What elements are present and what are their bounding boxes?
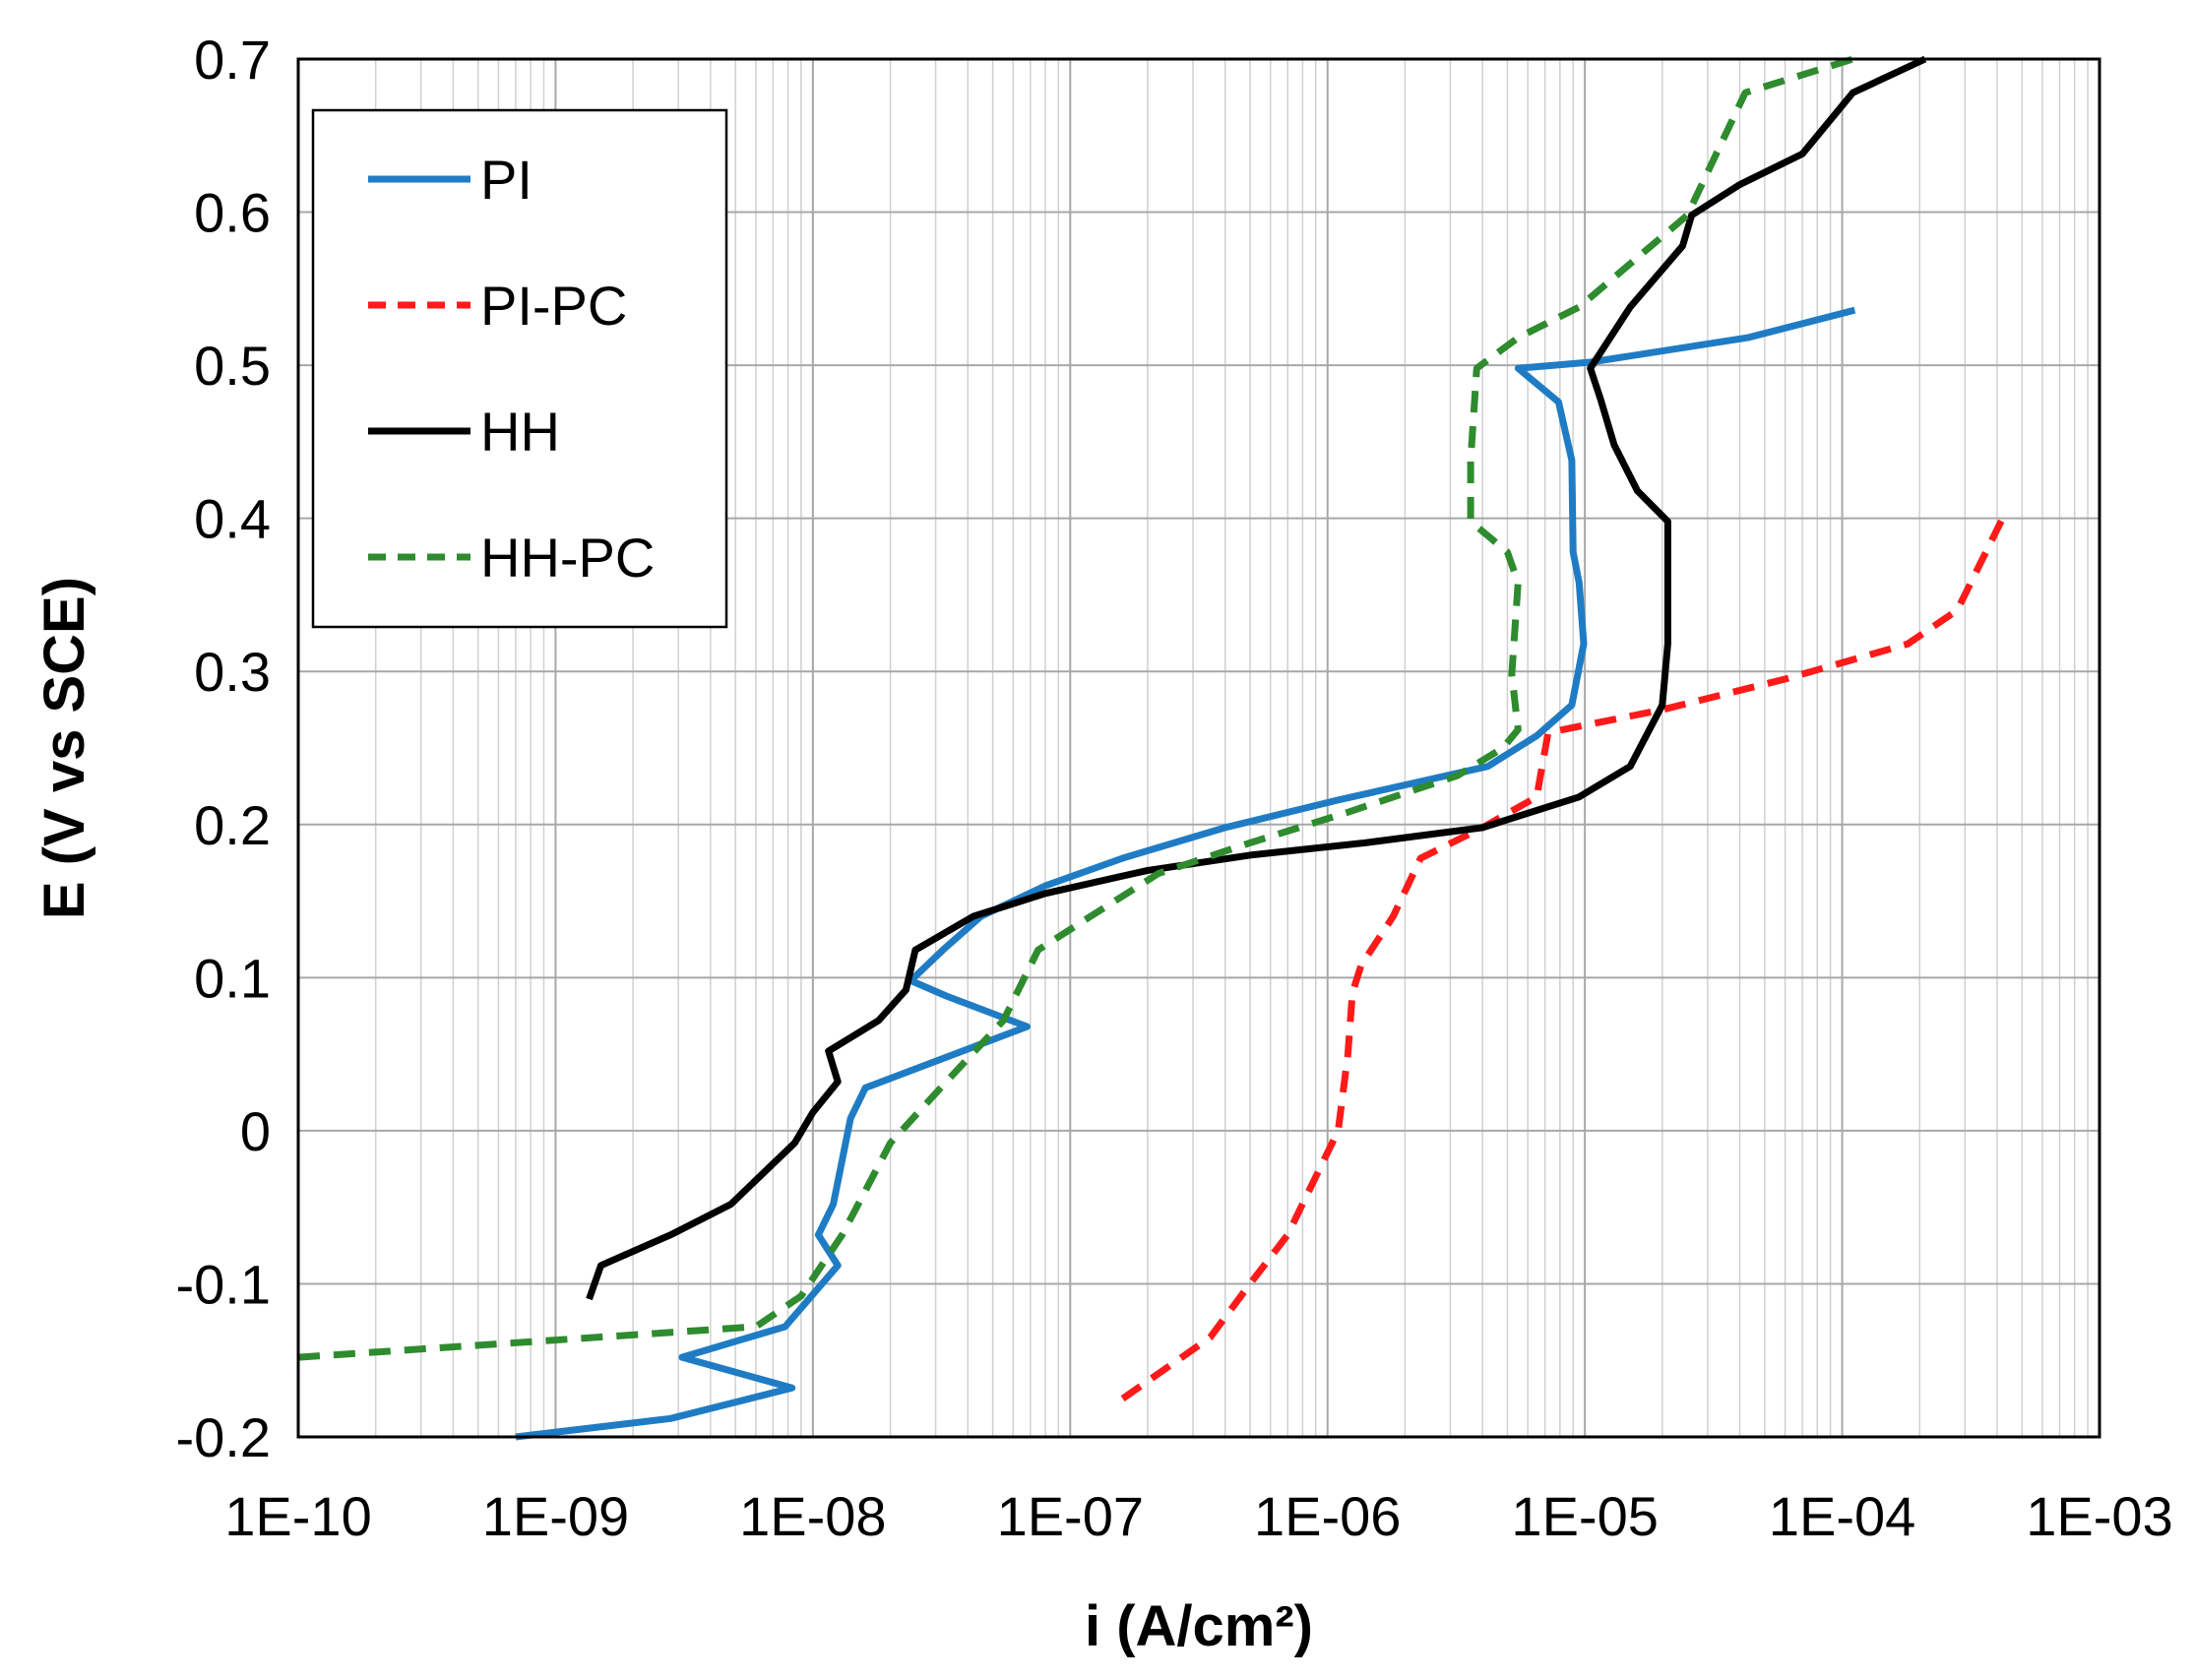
y-tick-label: 0 [240,1100,271,1162]
x-tick-label: 1E-05 [1511,1485,1658,1547]
y-tick-label: 0.2 [194,794,271,856]
series-line-hh [590,59,1925,1299]
x-axis-title: i (A/cm²) [1085,1594,1313,1658]
y-tick-label: 0.3 [194,641,271,703]
y-tick-label: -0.1 [176,1253,272,1315]
y-tick-label: 0.6 [194,182,271,244]
legend-label: PI [480,149,533,211]
y-tick-label: 0.4 [194,488,271,550]
y-axis-title: E (V vs SCE) [32,577,96,919]
x-tick-labels: 1E-10 1E-09 1E-08 1E-07 1E-06 1E-05 1E-04 1E-03 [224,1485,2172,1547]
legend-label: PI-PC [480,275,627,337]
y-tick-label: 0.7 [194,29,271,91]
y-tick-label: 0.5 [194,335,271,397]
y-tick-label: 0.1 [194,947,271,1009]
x-tick-label: 1E-07 [997,1485,1144,1547]
y-tick-label: -0.2 [176,1406,272,1468]
x-tick-label: 1E-06 [1254,1485,1401,1547]
legend-label: HH [480,401,560,463]
series-line-pi-pc [1123,519,2003,1399]
y-tick-labels: 0.7 0.6 0.5 0.4 0.3 0.2 0.1 0 -0.1 -0.2 [176,29,272,1468]
x-tick-label: 1E-09 [482,1485,629,1547]
x-tick-label: 1E-10 [224,1485,371,1547]
x-tick-label: 1E-03 [2026,1485,2172,1547]
x-tick-label: 1E-04 [1769,1485,1915,1547]
legend: PI PI-PC HH HH-PC [313,110,726,627]
x-tick-label: 1E-08 [739,1485,886,1547]
legend-label: HH-PC [480,527,655,589]
